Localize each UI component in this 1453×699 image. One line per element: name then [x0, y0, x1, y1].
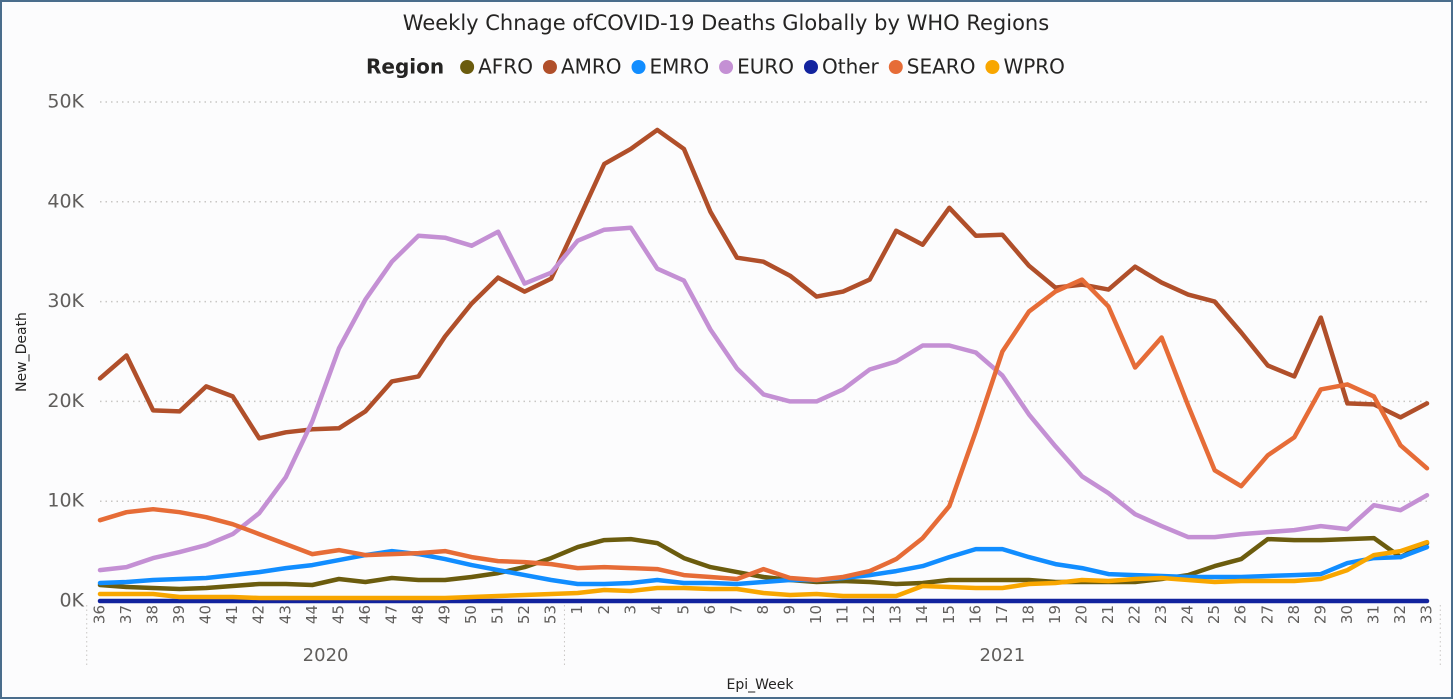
y-axis-title: New_Death [14, 312, 30, 392]
x-tick-label: 24 [1179, 605, 1197, 624]
series-line [97, 535, 1430, 592]
legend-label: Other [822, 55, 880, 79]
x-tick-label: 12 [860, 605, 878, 624]
x-tick-label: 13 [887, 605, 905, 624]
legend-label: AMRO [561, 55, 622, 79]
x-tick-label: 18 [1019, 605, 1037, 624]
x-tick-label: 15 [940, 605, 958, 624]
x-tick-label: 6 [701, 605, 719, 615]
legend-marker [888, 60, 903, 74]
x-tick-label: 46 [356, 605, 374, 624]
x-tick-label: 2 [595, 605, 613, 615]
x-tick-label: 17 [993, 605, 1011, 624]
x-tick-label: 29 [1311, 605, 1329, 624]
legend-marker [803, 60, 818, 74]
y-tick-label: 30K [47, 290, 84, 312]
x-tick-label: 27 [1258, 605, 1276, 624]
x-tick-label: 45 [329, 605, 347, 624]
y-tick-label: 20K [47, 390, 84, 412]
x-tick-label: 7 [727, 605, 745, 615]
y-tick-label: 40K [47, 190, 84, 212]
x-tick-label: 16 [966, 605, 984, 624]
series-line [97, 277, 1430, 583]
x-tick-label: 47 [382, 605, 400, 624]
x-tick-label: 22 [1126, 605, 1144, 624]
x-tick-label: 5 [674, 605, 692, 615]
series-line [97, 539, 1430, 601]
series-line [97, 225, 1430, 573]
x-tick-label: 20 [1072, 605, 1090, 624]
x-tick-label: 42 [250, 605, 268, 624]
x-tick-label: 41 [223, 605, 241, 624]
x-tick-label: 31 [1364, 605, 1382, 624]
series-line [97, 127, 1430, 441]
legend: Region AFRO AMRO EMRO EURO Other SEARO WPRO [366, 55, 1065, 79]
x-tick-label: 1 [568, 605, 586, 615]
legend-label: AFRO [478, 55, 533, 79]
x-tick-label: 33 [1418, 605, 1436, 624]
legend-marker [542, 60, 557, 74]
x-group-label: 2021 [979, 645, 1025, 666]
x-tick-label: 52 [515, 605, 533, 624]
series-line [97, 544, 1430, 587]
x-tick-label: 19 [1046, 605, 1064, 624]
x-tick-label: 26 [1232, 605, 1250, 624]
x-tick-label: 37 [117, 605, 135, 624]
x-tick-label: 25 [1205, 605, 1223, 624]
x-tick-label: 51 [489, 605, 507, 624]
legend-marker [460, 60, 475, 74]
legend-marker [631, 60, 646, 74]
x-tick-label: 50 [462, 605, 480, 624]
x-tick-label: 30 [1338, 605, 1356, 624]
x-tick-label: 49 [436, 605, 454, 624]
x-tick-label: 39 [170, 605, 188, 624]
x-tick-label: 14 [913, 605, 931, 624]
x-tick-label: 9 [781, 605, 799, 615]
x-tick-label: 44 [303, 605, 321, 624]
x-tick-label: 43 [276, 605, 294, 624]
legend-label: EMRO [650, 55, 710, 79]
x-tick-label: 28 [1285, 605, 1303, 624]
x-tick-label: 21 [1099, 605, 1117, 624]
x-group-label: 2020 [303, 645, 349, 666]
x-tick-label: 38 [144, 605, 162, 624]
x-tick-label: 8 [754, 605, 772, 615]
x-tick-label: 3 [621, 605, 639, 615]
x-axis-title: Epi_Week [727, 677, 795, 693]
legend-label: SEARO [907, 55, 976, 79]
y-tick-label: 10K [47, 490, 84, 512]
legend-title: Region [366, 55, 444, 79]
legend-label: WPRO [1003, 55, 1064, 79]
x-tick-label: 32 [1391, 605, 1409, 624]
y-tick-label: 50K [47, 91, 84, 113]
legend-label: EURO [737, 55, 794, 79]
x-tick-label: 10 [807, 605, 825, 624]
x-tick-label: 48 [409, 605, 427, 624]
legend-marker [985, 60, 1000, 74]
x-tick-label: 23 [1152, 605, 1170, 624]
y-tick-label: 0K [59, 590, 84, 612]
x-tick-label: 53 [542, 605, 560, 624]
x-tick-label: 36 [91, 605, 109, 624]
chart-title: Weekly Chnage ofCOVID-19 Deaths Globally… [403, 11, 1049, 35]
legend-marker [719, 60, 734, 74]
x-tick-label: 11 [834, 605, 852, 624]
x-tick-label: 40 [197, 605, 215, 624]
x-tick-label: 4 [648, 605, 666, 615]
